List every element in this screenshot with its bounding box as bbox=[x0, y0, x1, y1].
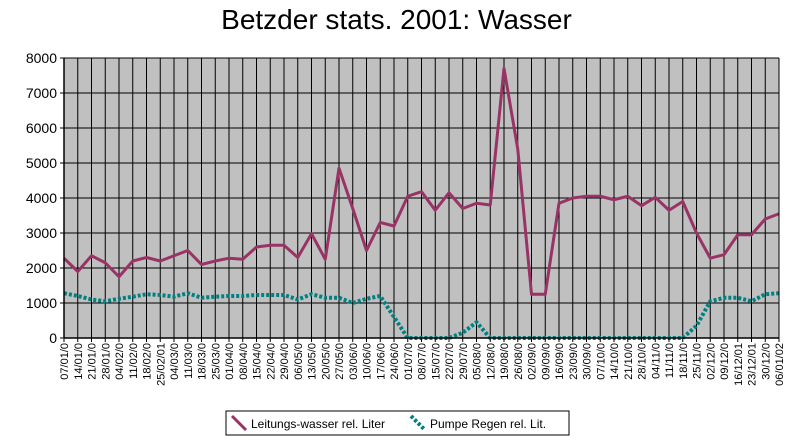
x-tick-label: 10/06/0 bbox=[362, 343, 374, 380]
x-tick-label: 18/11/0 bbox=[678, 343, 690, 379]
x-tick-label: 14/01/0 bbox=[73, 343, 85, 380]
x-tick-label: 18/03/0 bbox=[197, 343, 209, 380]
x-tick-label: 11/02/0 bbox=[128, 343, 140, 379]
x-tick-label: 11/03/0 bbox=[183, 343, 195, 379]
x-tick-label: 06/05/0 bbox=[293, 343, 305, 380]
x-tick-label: 25/02/01 bbox=[155, 343, 167, 386]
y-tick-label: 1000 bbox=[26, 295, 57, 311]
x-axis-ticks: 07/01/0 14/01/0 21/01/0 28/01/0 04/02/0 11/02… bbox=[59, 338, 786, 386]
y-axis-ticks: 0 1000 2000 3000 4000 5000 6000 7000 8000 bbox=[26, 50, 64, 346]
x-tick-label: 16/12/01 bbox=[733, 343, 745, 386]
x-tick-label: 05/08/0 bbox=[472, 343, 484, 380]
x-tick-label: 15/04/0 bbox=[252, 343, 264, 380]
x-tick-label: 29/07/0 bbox=[458, 343, 470, 380]
x-tick-label: 13/05/0 bbox=[307, 343, 319, 380]
y-tick-label: 4000 bbox=[26, 190, 57, 206]
x-tick-label: 09/12/0 bbox=[719, 343, 731, 380]
x-tick-label: 15/07/0 bbox=[430, 343, 442, 380]
x-tick-label: 09/09/0 bbox=[540, 343, 552, 380]
x-tick-label: 01/07/0 bbox=[403, 343, 415, 380]
legend-label-leitungswasser: Leitungs-wasser rel. Liter bbox=[251, 417, 385, 431]
legend-swatch-leitungswasser bbox=[230, 414, 248, 432]
x-tick-label: 16/09/0 bbox=[554, 343, 566, 380]
x-tick-label: 04/03/0 bbox=[169, 343, 181, 380]
legend-label-pumpe-regen: Pumpe Regen rel. Lit. bbox=[430, 417, 546, 431]
legend: Leitungs-wasser rel. Liter Pumpe Regen re… bbox=[225, 410, 570, 436]
x-tick-label: 03/06/0 bbox=[348, 343, 360, 380]
x-tick-label: 20/05/0 bbox=[320, 343, 332, 380]
x-tick-label: 29/04/0 bbox=[279, 343, 291, 380]
x-tick-label: 08/07/0 bbox=[417, 343, 429, 380]
x-tick-label: 30/12/0 bbox=[760, 343, 772, 380]
x-tick-label: 12/08/0 bbox=[485, 343, 497, 380]
x-tick-label: 22/04/0 bbox=[265, 343, 277, 380]
y-tick-label: 5000 bbox=[26, 155, 57, 171]
x-tick-label: 25/11/0 bbox=[692, 343, 704, 379]
chart-title: Betzder stats. 2001: Wasser bbox=[221, 4, 572, 35]
x-tick-label: 25/03/0 bbox=[210, 343, 222, 380]
legend-swatch-pumpe-regen bbox=[409, 414, 427, 432]
y-tick-label: 8000 bbox=[26, 50, 57, 66]
x-tick-label: 04/11/0 bbox=[650, 343, 662, 379]
x-tick-label: 04/02/0 bbox=[114, 343, 126, 380]
x-tick-label: 28/10/0 bbox=[637, 343, 649, 380]
x-tick-label: 07/01/0 bbox=[59, 343, 71, 380]
x-tick-label: 23/09/0 bbox=[568, 343, 580, 380]
x-tick-label: 19/08/0 bbox=[499, 343, 511, 380]
x-tick-label: 24/06/0 bbox=[389, 343, 401, 380]
x-tick-label: 30/09/0 bbox=[582, 343, 594, 380]
x-tick-label: 06/01/02 bbox=[774, 343, 786, 386]
y-tick-label: 6000 bbox=[26, 120, 57, 136]
x-tick-label: 21/10/0 bbox=[623, 343, 635, 380]
x-tick-label: 26/08/0 bbox=[513, 343, 525, 380]
x-tick-label: 21/01/0 bbox=[87, 343, 99, 380]
x-tick-label: 22/07/0 bbox=[444, 343, 456, 380]
y-tick-label: 2000 bbox=[26, 260, 57, 276]
x-tick-label: 08/04/0 bbox=[238, 343, 250, 380]
x-tick-label: 23/12/01 bbox=[747, 343, 759, 386]
legend-box bbox=[225, 410, 570, 436]
x-tick-label: 14/10/0 bbox=[609, 343, 621, 380]
x-tick-label: 28/01/0 bbox=[100, 343, 112, 380]
x-tick-label: 27/05/0 bbox=[334, 343, 346, 380]
y-tick-label: 3000 bbox=[26, 225, 57, 241]
x-tick-label: 02/12/0 bbox=[705, 343, 717, 380]
x-tick-label: 18/02/0 bbox=[142, 343, 154, 380]
x-tick-label: 02/09/0 bbox=[527, 343, 539, 380]
x-tick-label: 11/11/0 bbox=[664, 343, 676, 378]
x-tick-label: 07/10/0 bbox=[595, 343, 607, 380]
x-tick-label: 17/06/0 bbox=[375, 343, 387, 380]
x-tick-label: 01/04/0 bbox=[224, 343, 236, 380]
y-tick-label: 7000 bbox=[26, 85, 57, 101]
y-tick-label: 0 bbox=[49, 330, 57, 346]
